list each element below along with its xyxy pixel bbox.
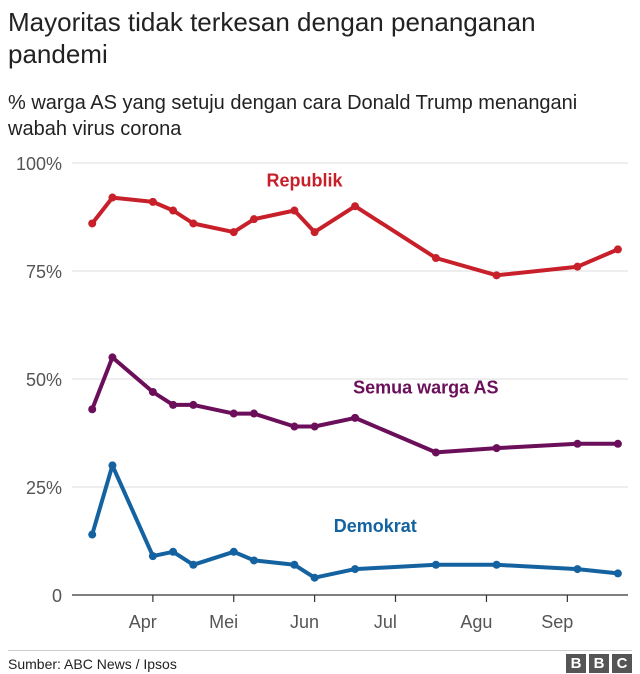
- bbc-logo-letter: B: [566, 654, 586, 673]
- y-tick-label: 100%: [16, 154, 62, 174]
- data-point: [290, 422, 299, 431]
- data-point: [249, 215, 258, 224]
- x-tick-label: Mei: [209, 612, 238, 632]
- data-point: [189, 400, 198, 409]
- data-point: [573, 262, 582, 271]
- data-point: [229, 547, 238, 556]
- bbc-logo-letter: C: [612, 654, 632, 673]
- chart-subtitle: % warga AS yang setuju dengan cara Donal…: [8, 92, 578, 140]
- data-point: [613, 569, 622, 578]
- chart-title: Mayoritas tidak terkesan dengan penangan…: [8, 7, 536, 69]
- x-tick-label: Jun: [290, 612, 319, 632]
- series-label: Semua warga AS: [353, 378, 498, 398]
- data-point: [148, 197, 157, 206]
- data-point: [108, 461, 117, 470]
- data-point: [108, 353, 117, 362]
- x-tick-label: Apr: [129, 612, 157, 632]
- data-point: [573, 439, 582, 448]
- data-point: [492, 444, 501, 453]
- data-point: [613, 245, 622, 254]
- y-tick-label: 0: [52, 586, 62, 606]
- data-point: [229, 228, 238, 237]
- series-line: [90, 355, 620, 455]
- data-point: [229, 409, 238, 418]
- data-point: [310, 422, 319, 431]
- data-point: [108, 193, 117, 202]
- footer-divider: [8, 650, 632, 651]
- data-point: [351, 413, 360, 422]
- data-point: [189, 219, 198, 228]
- bbc-logo: B B C: [566, 654, 632, 673]
- data-point: [351, 565, 360, 574]
- y-tick-label: 75%: [26, 262, 62, 282]
- x-tick-label: Sep: [541, 612, 573, 632]
- data-point: [492, 560, 501, 569]
- data-point: [431, 254, 440, 263]
- data-point: [189, 560, 198, 569]
- x-tick-label: Agu: [460, 612, 492, 632]
- data-point: [431, 560, 440, 569]
- data-point: [88, 219, 97, 228]
- data-point: [310, 228, 319, 237]
- data-point: [290, 560, 299, 569]
- data-point: [290, 206, 299, 215]
- data-point: [88, 405, 97, 414]
- data-point: [573, 565, 582, 574]
- data-point: [351, 202, 360, 211]
- data-point: [169, 400, 178, 409]
- data-point: [88, 530, 97, 539]
- x-tick-label: Jul: [374, 612, 397, 632]
- data-point: [431, 448, 440, 457]
- bbc-logo-letter: B: [589, 654, 609, 673]
- series-label: Republik: [267, 170, 344, 190]
- y-tick-label: 25%: [26, 478, 62, 498]
- data-point: [613, 439, 622, 448]
- data-point: [148, 387, 157, 396]
- y-tick-label: 50%: [26, 370, 62, 390]
- data-point: [249, 409, 258, 418]
- data-point: [310, 573, 319, 582]
- data-point: [249, 556, 258, 565]
- source-note: Sumber: ABC News / Ipsos: [8, 656, 177, 672]
- data-point: [148, 552, 157, 561]
- data-point: [169, 547, 178, 556]
- data-point: [492, 271, 501, 280]
- data-point: [169, 206, 178, 215]
- line-chart: 0 25% 50% 75% 100% Apr Mei Jun Jul Agu Sep Republik…: [16, 154, 628, 632]
- series-label: Demokrat: [334, 516, 417, 536]
